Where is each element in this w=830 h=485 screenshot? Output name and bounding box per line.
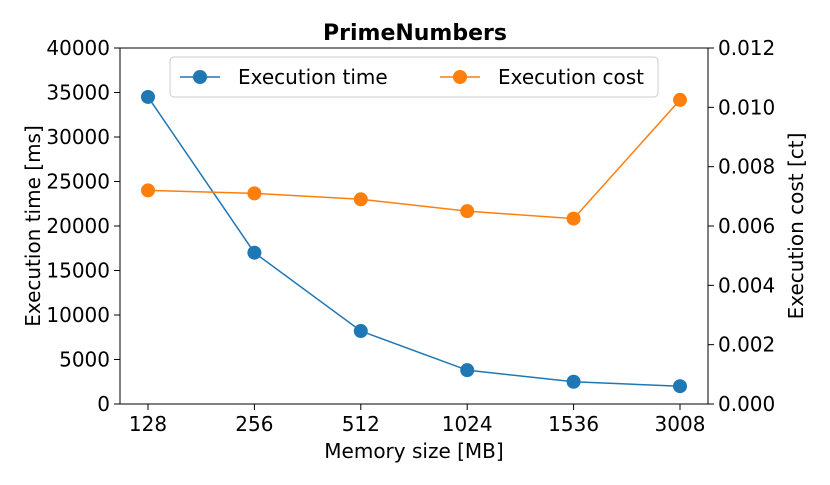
y-axis-left-label: Execution time [ms] <box>21 125 45 327</box>
x-tick-label: 3008 <box>655 412 706 436</box>
x-tick-label: 1024 <box>442 412 493 436</box>
data-point-execution-cost <box>247 186 262 201</box>
y-right-tick-label: 0.004 <box>718 273 775 297</box>
data-point-execution-cost <box>460 204 475 219</box>
data-point-execution-time <box>673 379 687 394</box>
legend-marker-execution-time <box>193 70 207 84</box>
x-tick-label: 1536 <box>548 412 599 436</box>
data-point-execution-cost <box>673 92 687 107</box>
x-tick-label: 128 <box>129 412 167 436</box>
y-left-tick-label: 40000 <box>46 36 110 60</box>
legend-box <box>169 56 659 98</box>
legend-marker-execution-cost <box>453 70 467 84</box>
x-tick-label: 256 <box>235 412 273 436</box>
y-left-tick-label: 35000 <box>46 81 110 105</box>
y-left-tick-label: 30000 <box>46 125 110 149</box>
series-layer <box>141 89 687 394</box>
y-left-tick-label: 5000 <box>59 348 110 372</box>
data-point-execution-cost <box>353 192 368 207</box>
y-right-tick-label: 0.006 <box>718 214 775 238</box>
y-left-tick-label: 20000 <box>46 214 110 238</box>
x-axis-label: Memory size [MB] <box>324 439 503 463</box>
chart-title: PrimeNumbers <box>323 21 507 46</box>
data-point-execution-time <box>247 245 262 260</box>
data-point-execution-time <box>460 363 475 378</box>
legend-label-execution-time: Execution time <box>238 65 388 89</box>
y-axis-left-ticks: 0 5000 10000 15000 20000 25000 30000 35000 40000 <box>46 36 120 416</box>
data-point-execution-time <box>566 374 581 389</box>
y-right-tick-label: 0.010 <box>718 95 775 119</box>
series-line-execution-cost <box>147 99 681 220</box>
y-left-tick-label: 25000 <box>46 170 110 194</box>
data-point-execution-time <box>141 89 155 104</box>
y-axis-right-ticks: 0.000 0.002 0.004 0.006 0.008 0.010 0.012 <box>708 36 775 416</box>
data-point-execution-time <box>353 324 368 339</box>
y-left-tick-label: 0 <box>97 392 110 416</box>
y-right-tick-label: 0.008 <box>718 155 775 179</box>
legend-label-execution-cost: Execution cost <box>498 65 644 89</box>
y-axis-right-label: Execution cost [ct] <box>784 133 808 320</box>
y-right-tick-label: 0.000 <box>718 392 775 416</box>
y-left-tick-label: 10000 <box>46 303 110 327</box>
data-point-execution-cost <box>566 211 581 226</box>
x-axis-ticks: 128 256 512 1024 1536 3008 <box>129 404 706 436</box>
series-line-execution-time <box>147 96 681 387</box>
y-right-tick-label: 0.012 <box>718 36 775 60</box>
plot-frame <box>119 47 709 405</box>
x-tick-label: 512 <box>342 412 380 436</box>
legend: Execution time Execution cost <box>169 56 659 98</box>
data-point-execution-cost <box>141 183 155 198</box>
y-right-tick-label: 0.002 <box>718 333 775 357</box>
y-left-tick-label: 15000 <box>46 259 110 283</box>
